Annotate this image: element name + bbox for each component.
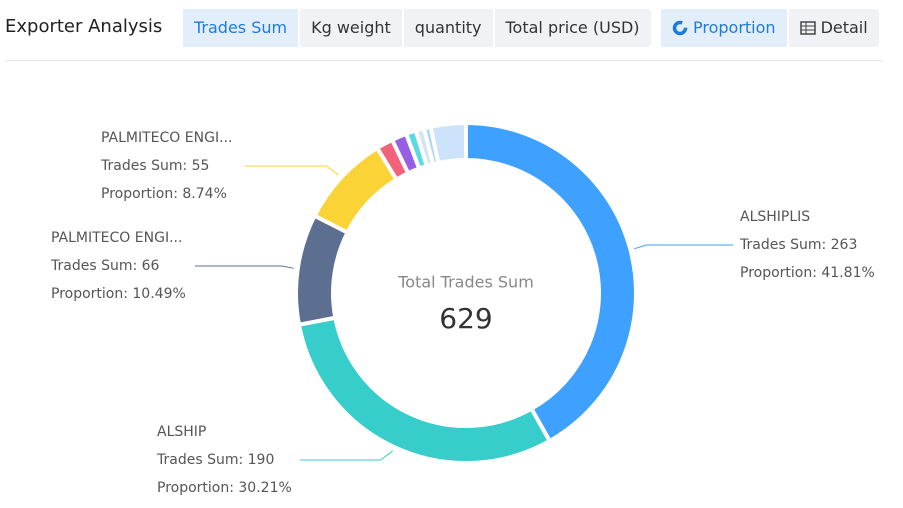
label-proportion: Proportion: 30.21%: [157, 480, 292, 496]
center-total: 629: [439, 302, 492, 335]
label-proportion: Proportion: 10.49%: [51, 286, 186, 302]
label-value: Trades Sum: 190: [156, 452, 274, 468]
slice: [296, 315, 553, 465]
tab[interactable]: quantity: [404, 9, 495, 47]
page-title: Exporter Analysis: [5, 16, 163, 37]
label-name: PALMITECO ENGI...: [51, 230, 182, 246]
label-name: PALMITECO ENGI...: [101, 130, 232, 146]
divider: [5, 60, 883, 61]
metric-tabs: Trades Sum Kg weight quantity Total pric…: [183, 9, 651, 47]
label-name: ALSHIP: [157, 424, 206, 440]
slice: [464, 120, 638, 444]
label-value: Trades Sum: 66: [50, 258, 160, 274]
label-value: Trades Sum: 263: [739, 237, 857, 253]
tab[interactable]: Trades Sum: [183, 9, 301, 47]
tab-label: Detail: [820, 18, 868, 37]
label-name: ALSHIPLIS: [740, 209, 810, 225]
label-proportion: Proportion: 41.81%: [740, 265, 875, 281]
leader-line: [195, 265, 294, 269]
view-tabs: Proportion Detail: [661, 9, 879, 47]
tab[interactable]: Kg weight: [300, 9, 404, 47]
tab-label: Proportion: [693, 18, 776, 37]
center-label: Total Trades Sum: [397, 273, 534, 292]
label-proportion: Proportion: 8.74%: [101, 186, 227, 202]
donut-icon: [672, 20, 688, 36]
tab[interactable]: Total price (USD): [505, 18, 640, 37]
label-value: Trades Sum: 55: [100, 158, 209, 174]
tab[interactable]: Detail: [789, 9, 879, 47]
leader-line: [634, 244, 733, 250]
leader-line: [245, 165, 339, 176]
leader-line: [300, 450, 394, 461]
tab[interactable]: Proportion: [661, 9, 789, 47]
slice: [428, 120, 468, 166]
slice: [294, 213, 351, 327]
table-icon: [799, 21, 816, 35]
